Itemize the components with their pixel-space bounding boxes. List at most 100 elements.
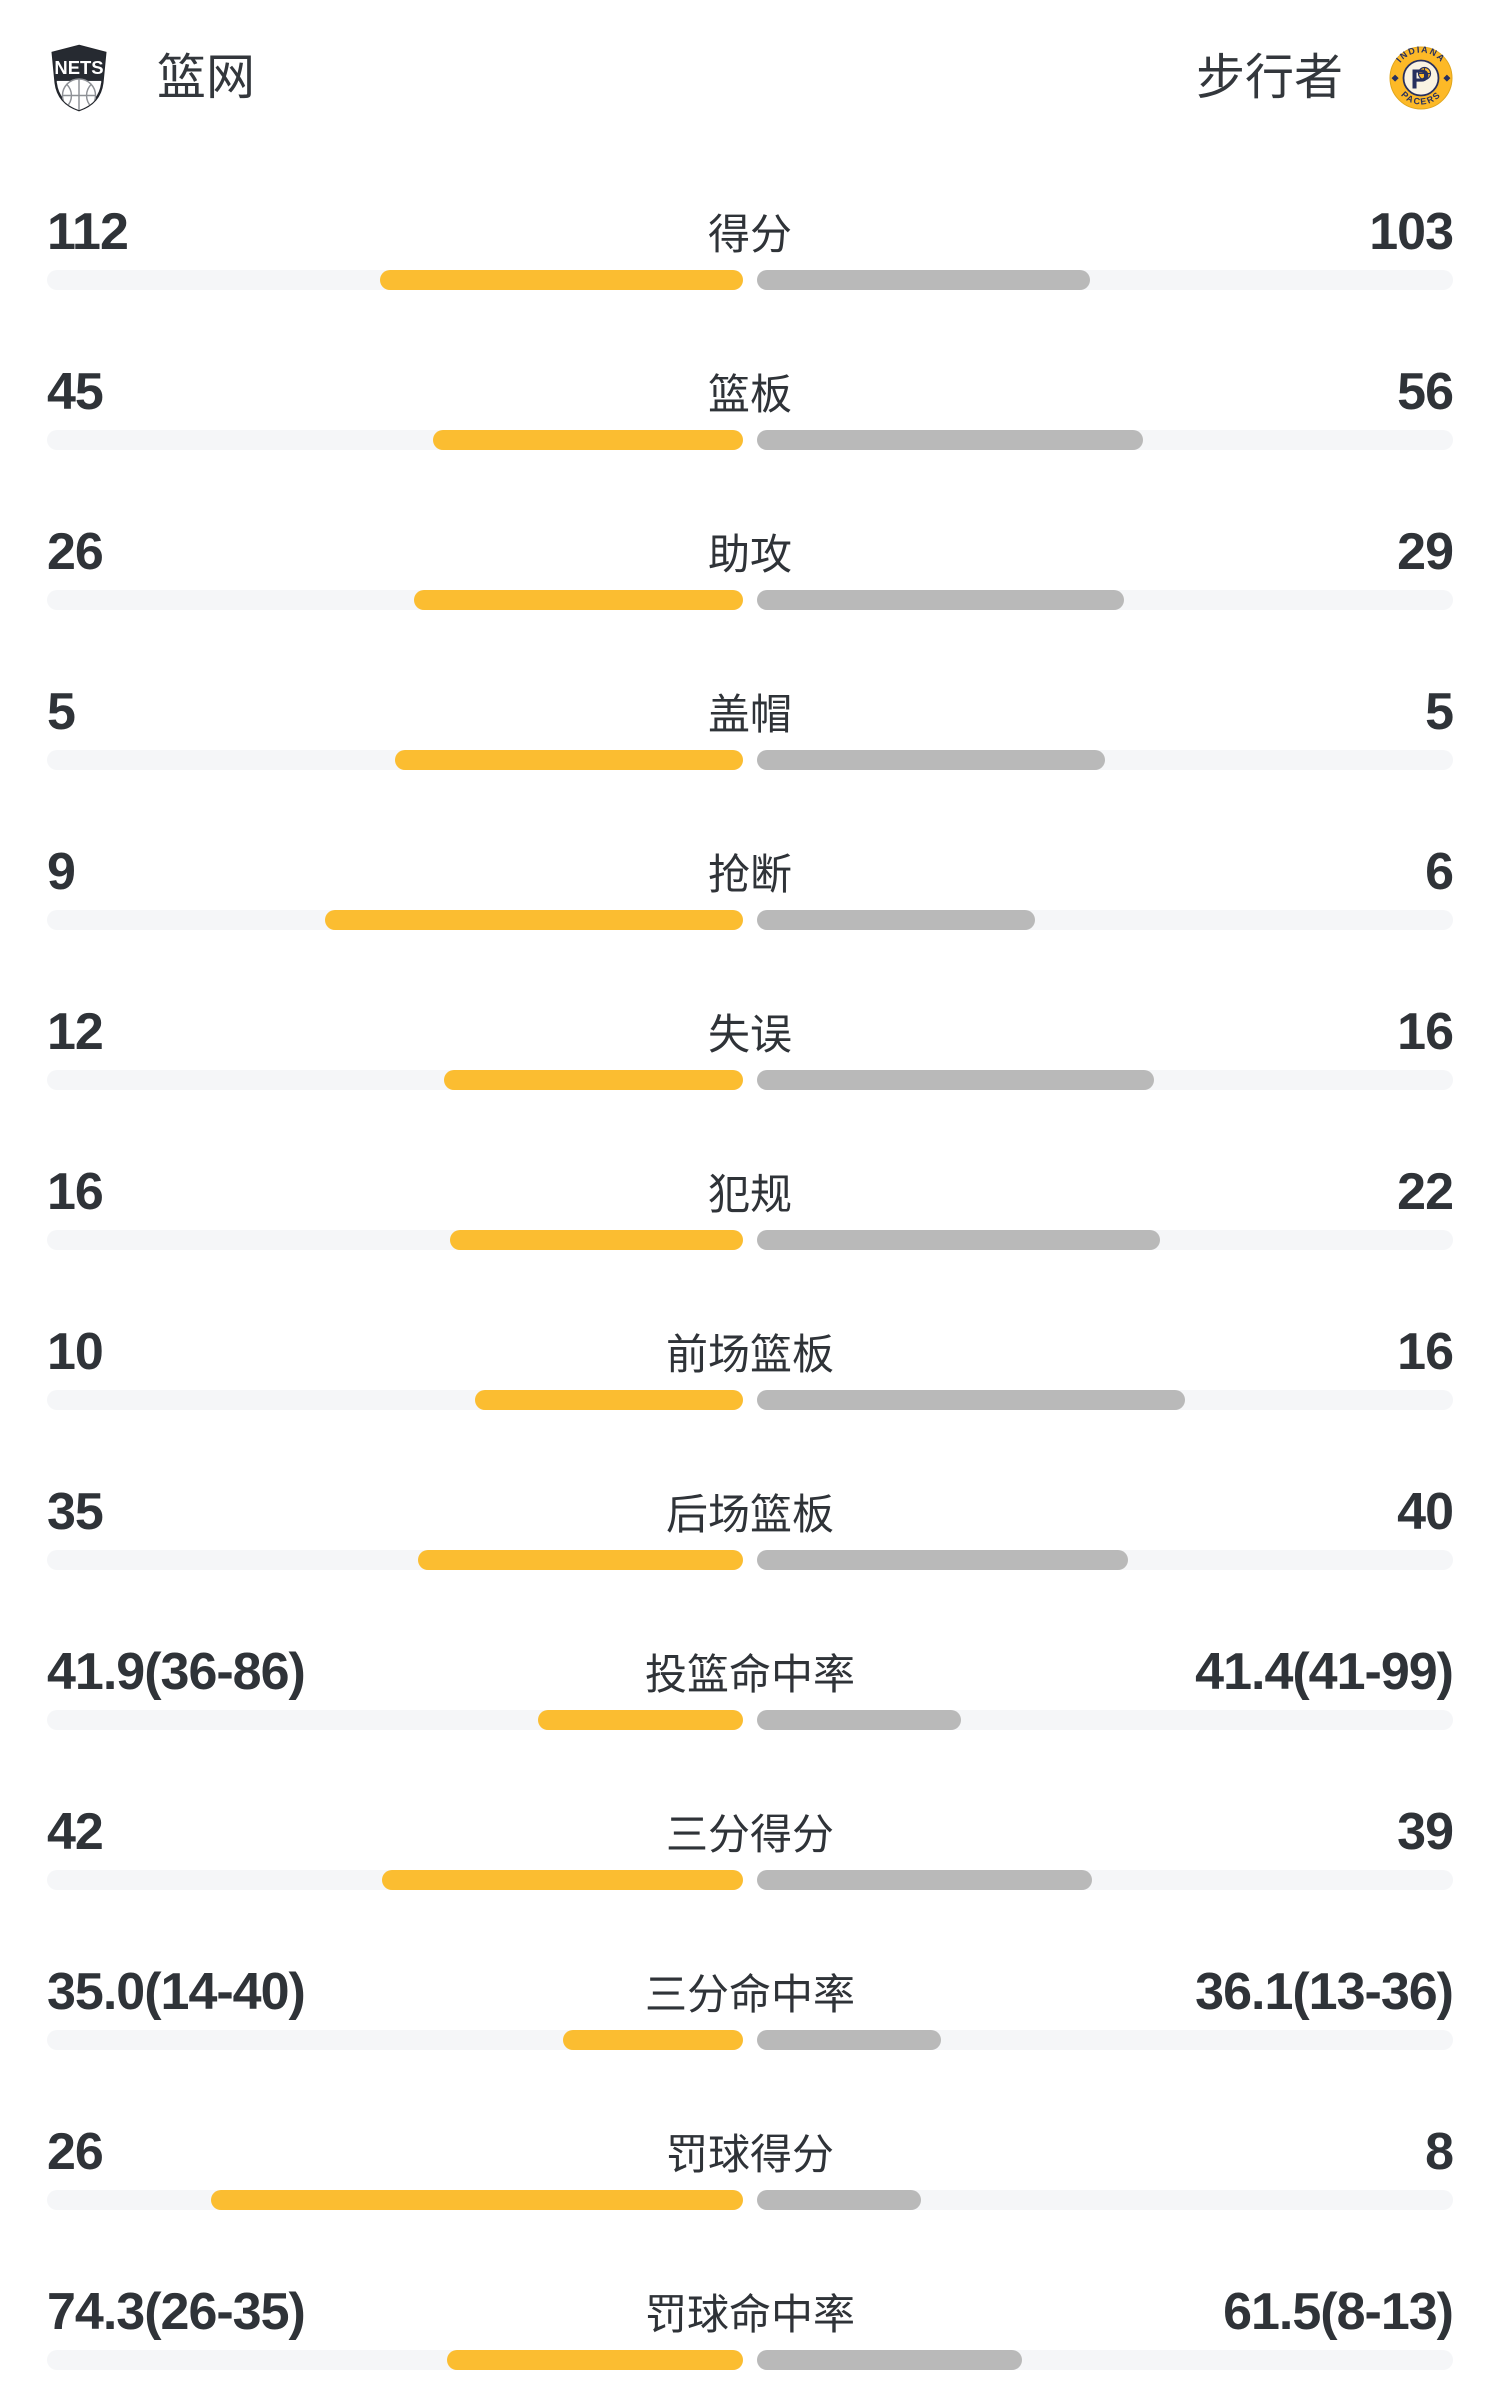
stat-bars — [47, 1710, 1453, 1730]
stat-bars — [47, 910, 1453, 930]
home-bar-fill — [444, 1070, 743, 1090]
team-home[interactable]: NETS 篮网 — [47, 44, 255, 112]
stat-label: 抢断 — [707, 851, 792, 898]
stat-bars — [47, 2030, 1453, 2050]
away-value: 41.4(41-99) — [1195, 1643, 1454, 1701]
stat-bars — [47, 2190, 1453, 2210]
stat-row: 9 抢断 6 — [47, 843, 1454, 1005]
home-bar-track — [47, 1390, 743, 1410]
stat-row: 74.3(26-35) 罚球命中率 61.5(8-13) — [47, 2283, 1454, 2400]
away-value: 22 — [1397, 1163, 1454, 1221]
home-bar-track — [47, 430, 743, 450]
stat-line: 45 篮板 56 — [47, 363, 1454, 421]
stat-label: 投篮命中率 — [644, 1651, 855, 1698]
away-bar-track — [757, 1070, 1453, 1090]
home-value: 74.3(26-35) — [47, 2283, 306, 2341]
home-value: 10 — [47, 1323, 104, 1381]
away-value: 29 — [1397, 523, 1454, 581]
away-bar-fill — [757, 430, 1143, 450]
stat-bars — [47, 270, 1453, 290]
stat-row: 16 犯规 22 — [47, 1163, 1454, 1325]
home-bar-fill — [562, 2030, 743, 2050]
home-bar-track — [47, 1070, 743, 1090]
stat-line: 41.9(36-86) 投篮命中率 41.4(41-99) — [47, 1643, 1454, 1701]
away-bar-fill — [757, 590, 1124, 610]
away-bar-track — [757, 270, 1453, 290]
away-bar-track — [757, 750, 1453, 770]
away-bar-track — [757, 1230, 1453, 1250]
stat-bars — [47, 590, 1453, 610]
home-bar-track — [47, 1550, 743, 1570]
stat-bars — [47, 1870, 1453, 1890]
stat-label: 篮板 — [707, 371, 792, 418]
nets-logo-text: NETS — [54, 57, 103, 78]
away-bar-fill — [757, 1710, 961, 1730]
home-bar-fill — [210, 2190, 743, 2210]
away-bar-track — [757, 2350, 1453, 2370]
away-bar-fill — [757, 270, 1091, 290]
stat-label: 得分 — [707, 211, 792, 258]
home-value: 5 — [47, 683, 76, 741]
away-value: 6 — [1425, 843, 1454, 901]
stat-bars — [47, 1230, 1453, 1250]
stat-row: 12 失误 16 — [47, 1003, 1454, 1165]
stat-line: 74.3(26-35) 罚球命中率 61.5(8-13) — [47, 2283, 1454, 2341]
home-value: 45 — [47, 363, 104, 421]
away-bar-fill — [757, 1070, 1155, 1090]
away-bar-fill — [757, 1550, 1128, 1570]
home-bar-fill — [417, 1550, 743, 1570]
home-bar-track — [47, 910, 743, 930]
stat-label: 前场篮板 — [665, 1331, 834, 1378]
stat-row: 26 助攻 29 — [47, 523, 1454, 685]
away-value: 103 — [1369, 203, 1454, 261]
stat-row: 41.9(36-86) 投篮命中率 41.4(41-99) — [47, 1643, 1454, 1805]
away-bar-fill — [757, 1390, 1186, 1410]
stat-bars — [47, 2350, 1453, 2370]
home-bar-track — [47, 270, 743, 290]
away-value: 16 — [1397, 1003, 1454, 1061]
home-bar-fill — [446, 2350, 743, 2370]
stat-label: 罚球命中率 — [644, 2291, 855, 2338]
stat-label: 犯规 — [707, 1171, 792, 1218]
away-bar-track — [757, 910, 1453, 930]
stat-row: 112 得分 103 — [47, 203, 1454, 365]
stat-label: 后场篮板 — [665, 1491, 834, 1538]
stat-label: 失误 — [707, 1011, 792, 1058]
home-value: 41.9(36-86) — [47, 1643, 306, 1701]
home-value: 16 — [47, 1163, 104, 1221]
stat-label: 三分命中率 — [644, 1971, 855, 2018]
stat-label: 罚球得分 — [665, 2131, 834, 2178]
away-bar-fill — [757, 1870, 1092, 1890]
home-value: 26 — [47, 523, 104, 581]
stat-bars — [47, 1390, 1453, 1410]
home-bar-track — [47, 1870, 743, 1890]
stat-line: 10 前场篮板 16 — [47, 1323, 1454, 1381]
stat-line: 35 后场篮板 40 — [47, 1483, 1454, 1541]
home-bar-track — [47, 1710, 743, 1730]
stat-bars — [47, 1070, 1453, 1090]
stat-line: 26 罚球得分 8 — [47, 2123, 1454, 2181]
stat-label: 三分得分 — [665, 1811, 834, 1858]
svg-text:P: P — [1411, 64, 1430, 95]
stat-bars — [47, 750, 1453, 770]
away-bar-fill — [757, 2350, 1023, 2370]
away-value: 40 — [1397, 1483, 1454, 1541]
team-home-name: 篮网 — [157, 50, 256, 105]
team-away[interactable]: 步行者 INDIANA PACERS P — [1196, 46, 1453, 110]
away-bar-track — [757, 2030, 1453, 2050]
away-bar-fill — [757, 1230, 1160, 1250]
away-bar-track — [757, 1710, 1453, 1730]
home-value: 42 — [47, 1803, 104, 1861]
home-value: 9 — [47, 843, 76, 901]
away-value: 5 — [1425, 683, 1454, 741]
home-bar-fill — [449, 1230, 743, 1250]
stat-row: 35.0(14-40) 三分命中率 36.1(13-36) — [47, 1965, 1454, 2125]
away-bar-track — [757, 2190, 1453, 2210]
away-bar-track — [757, 430, 1453, 450]
stat-row: 45 篮板 56 — [47, 363, 1454, 525]
home-bar-fill — [413, 590, 743, 610]
stat-label: 盖帽 — [707, 691, 792, 738]
home-value: 26 — [47, 2123, 104, 2181]
team-away-name: 步行者 — [1195, 50, 1343, 105]
